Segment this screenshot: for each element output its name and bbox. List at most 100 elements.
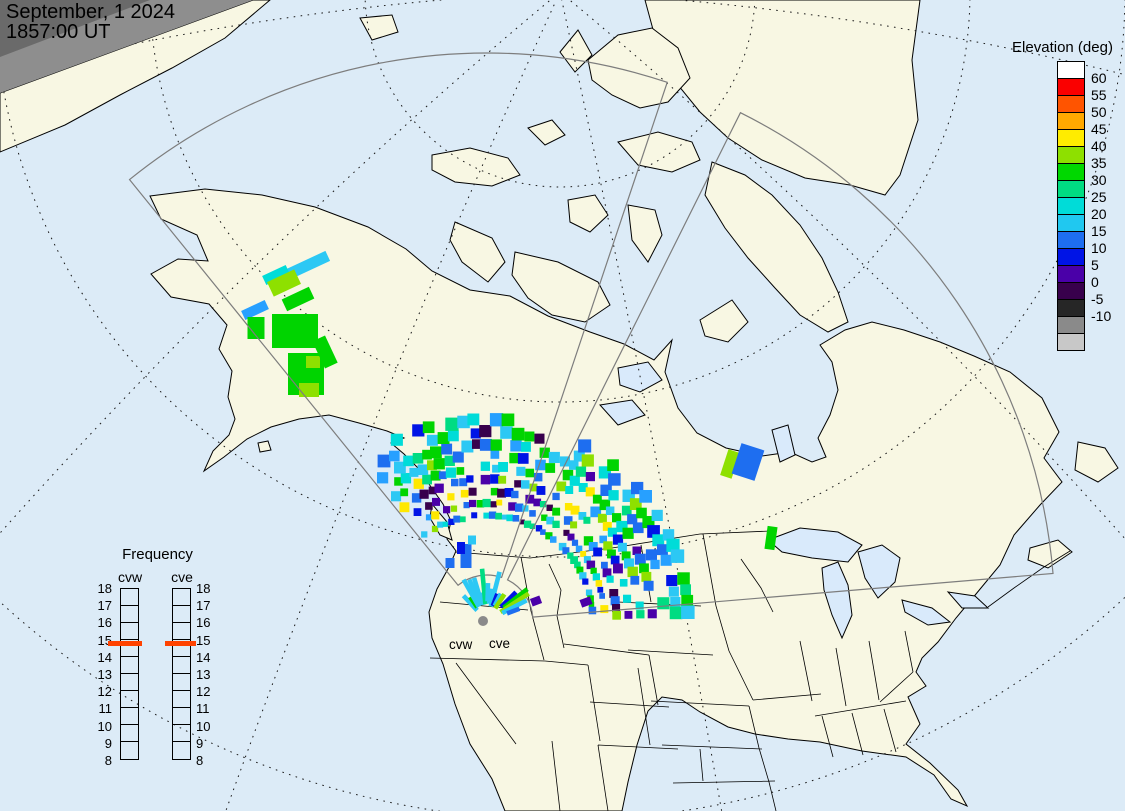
banks-island: [449, 221, 506, 283]
frequency-tick-label: 18: [97, 581, 112, 596]
echo-cell: [425, 514, 432, 521]
frequency-column-label-cvw: cvw: [117, 569, 143, 585]
echo-cell: [636, 507, 647, 519]
echo-cell: [571, 539, 579, 546]
echo-patch: [445, 558, 455, 568]
frequency-marker-cve: [165, 641, 196, 647]
echo-cell: [445, 417, 459, 431]
echo-cell: [621, 505, 632, 516]
echo-cell: [599, 535, 607, 544]
echo-cell: [641, 571, 652, 582]
echo-cell: [622, 527, 634, 539]
echo-cell: [681, 605, 695, 619]
echo-cell: [442, 521, 448, 527]
newfoundland-island: [1074, 441, 1119, 483]
echo-cell: [650, 559, 660, 570]
near-range-echo: [492, 592, 503, 607]
echo-cell: [636, 610, 645, 619]
colorbar-box: [1057, 333, 1085, 351]
echo-patch: [457, 542, 465, 554]
echo-cell: [523, 520, 532, 528]
colorbar-title: Elevation (deg): [1012, 39, 1113, 56]
frequency-tick-label: 13: [196, 667, 211, 682]
echo-patch: [262, 264, 290, 286]
colorbar-box: [1057, 197, 1085, 215]
echo-cell: [607, 527, 617, 537]
echo-cell: [597, 513, 607, 523]
echo-cell: [480, 461, 490, 471]
frequency-tick-label: 15: [196, 632, 211, 648]
frequency-bar-cell: [121, 640, 138, 658]
echo-cell: [645, 549, 657, 561]
echo-patch: [460, 544, 472, 568]
frequency-tick-label: 8: [196, 753, 204, 768]
echo-patch: [720, 449, 740, 479]
frequency-tick-label: 12: [97, 684, 112, 700]
echo-cell: [652, 534, 665, 547]
southampton-island: [699, 299, 749, 343]
echo-cell: [524, 431, 535, 442]
greenland-landmass: [644, 0, 921, 196]
frequency-bar-cell: [121, 742, 138, 759]
echo-cell: [529, 510, 536, 517]
echo-cell: [400, 473, 412, 484]
echo-cell: [490, 474, 500, 484]
echo-cell: [582, 578, 589, 585]
st-lawrence-island: [359, 14, 399, 41]
near-range-echo: [506, 606, 521, 616]
echo-cell: [578, 483, 588, 492]
echo-cell: [569, 475, 580, 486]
echo-cell: [467, 413, 480, 426]
colorbar-box: [1057, 299, 1085, 317]
echo-cell: [501, 514, 507, 520]
echo-cell: [427, 460, 437, 471]
echo-cell: [583, 536, 594, 546]
frequency-bar-cell: [121, 657, 138, 675]
colorbar-tick-label: 50: [1091, 104, 1107, 120]
echo-cell: [492, 464, 500, 473]
colorbar-tick-label: 35: [1091, 155, 1107, 171]
echo-cell: [627, 514, 638, 525]
colorbar-tick-label: 30: [1091, 172, 1107, 188]
echo-patch: [764, 525, 778, 551]
echo-patch: [299, 383, 319, 397]
projection-edge-triangle-dark: [0, 0, 150, 57]
echo-cell: [433, 458, 445, 470]
echo-cell: [599, 593, 605, 599]
echo-cell: [565, 486, 574, 494]
echo-cell: [490, 487, 499, 496]
echo-cell: [563, 516, 573, 525]
projection-boundary: [0, 0, 253, 93]
echo-patch: [247, 317, 265, 339]
colorbar-tick-label: 15: [1091, 223, 1107, 239]
colorbar-box: [1057, 78, 1085, 96]
echo-cell: [389, 450, 400, 462]
elevation-colorbar: [1057, 61, 1085, 351]
echo-cell: [595, 580, 603, 587]
echo-cell: [411, 493, 422, 503]
echo-cell: [624, 610, 633, 619]
echo-cell: [428, 486, 437, 495]
echo-cell: [508, 502, 517, 511]
echo-cell: [525, 494, 535, 504]
echo-cell: [643, 580, 654, 591]
echo-cell: [585, 589, 593, 596]
echo-cell: [668, 586, 679, 597]
echo-cell: [417, 464, 429, 475]
echo-cell: [569, 460, 579, 470]
echo-cell: [394, 477, 403, 486]
echo-cell: [497, 488, 506, 498]
echo-cell: [430, 470, 441, 481]
echo-cell: [511, 490, 519, 499]
frequency-bar-cell: [121, 623, 138, 641]
echo-cell: [546, 516, 554, 525]
echo-cell: [535, 459, 546, 471]
echo-cell: [450, 505, 458, 512]
echo-patch: [731, 443, 765, 481]
echo-cell: [422, 421, 435, 434]
echo-cell: [540, 529, 546, 535]
echo-cell: [607, 459, 619, 471]
echo-cell: [472, 439, 482, 449]
echo-cell: [463, 502, 470, 509]
